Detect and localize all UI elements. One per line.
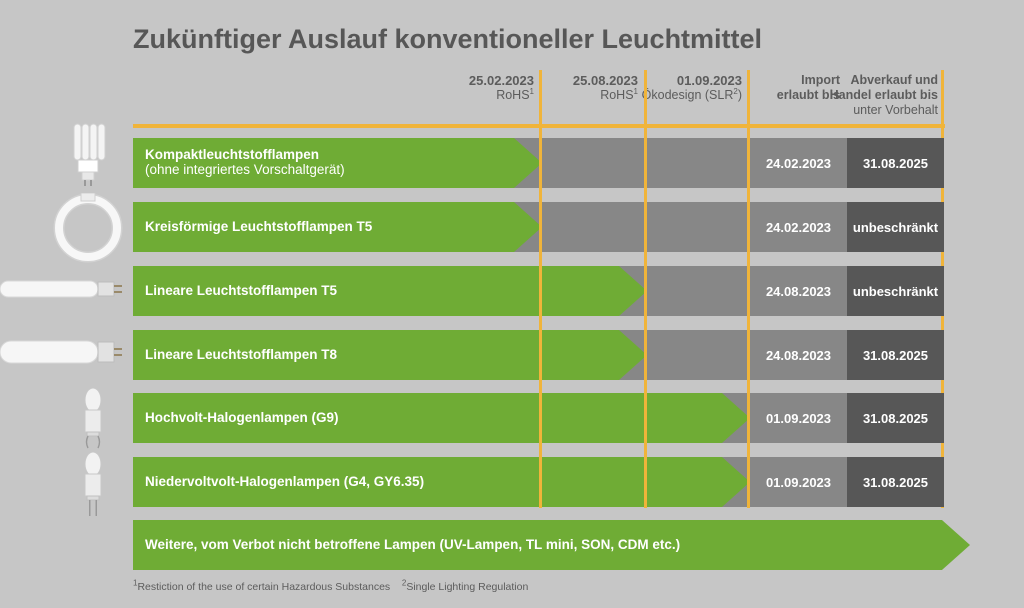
column-header-ecodesign: 01.09.2023 Ökodesign (SLR2) [632, 73, 742, 103]
milestone-label: RoHS [496, 88, 530, 102]
lamp-label: Lineare Leuchtstofflampen T8 [145, 347, 337, 362]
chart-title: Zukünftiger Auslauf konventioneller Leuc… [133, 24, 763, 54]
milestone-label: RoHS [600, 88, 634, 102]
milestone-date: 01.09.2023 [676, 73, 742, 88]
milestone-line [747, 70, 750, 508]
lamp-name: Lineare Leuchtstofflampen T5 [145, 283, 338, 298]
sale-date-cell: unbeschränkt [847, 266, 944, 316]
import-header-line: Import [801, 73, 840, 87]
linear-tube-t5-icon [0, 280, 124, 298]
sale-date-cell: 31.08.2025 [847, 457, 944, 507]
footnote-2: Single Lighting Regulation [406, 581, 529, 593]
compact-fluorescent-lamp-icon [66, 122, 110, 188]
lamp-label: Kompaktleuchtstofflampen (ohne integriert… [145, 147, 345, 177]
column-header-rohs-2: 25.08.2023 RoHS1 [528, 73, 638, 103]
unaffected-lamps-label: Weitere, vom Verbot nicht betroffene Lam… [145, 537, 681, 552]
milestone-line [539, 70, 542, 508]
footnote-number: 1 [133, 578, 138, 588]
lamp-bar: Niedervoltvolt-Halogenlampen (G4, GY6.35… [133, 457, 750, 507]
milestone-line [644, 70, 647, 508]
import-header-line: erlaubt bis [776, 88, 840, 102]
lamp-illustration [84, 451, 102, 516]
lamp-label: Kreisförmige Leuchtstofflampen T5 [145, 219, 372, 234]
milestone-date: 25.02.2023 [468, 73, 534, 88]
import-date-cell: 24.08.2023 [750, 330, 847, 380]
lamp-illustration [73, 123, 106, 186]
footnote-ref: 2 [733, 86, 738, 96]
circular-fluorescent-lamp-icon [53, 192, 123, 263]
lamp-name: Kreisförmige Leuchtstofflampen T5 [145, 219, 373, 234]
lamp-illustration [0, 340, 122, 364]
lamp-name: Kompaktleuchtstofflampen [145, 147, 320, 162]
lamp-label: Lineare Leuchtstofflampen T5 [145, 283, 337, 298]
lamp-bar: Kompaktleuchtstofflampen (ohne integriert… [133, 138, 542, 188]
milestone-date: 25.08.2023 [572, 73, 638, 88]
sale-date-cell: 31.08.2025 [847, 138, 944, 188]
footnotes: 1Restiction of the use of certain Hazard… [133, 578, 529, 593]
lamp-name: Niedervoltvolt-Halogenlampen (G4, GY6.35… [145, 474, 425, 489]
lamp-illustration [0, 280, 122, 298]
import-date-cell: 24.02.2023 [750, 138, 847, 188]
lamp-bar: Lineare Leuchtstofflampen T5 [133, 266, 647, 316]
g4-halogen-lamp-icon [78, 450, 108, 518]
sale-date-cell: 31.08.2025 [847, 330, 944, 380]
sale-date-cell: unbeschränkt [847, 202, 944, 252]
g9-halogen-lamp-icon [78, 386, 108, 454]
lamp-illustration [53, 192, 123, 263]
lamp-name: Hochvolt-Halogenlampen (G9) [145, 410, 339, 425]
sale-column-header: Abverkauf und Handel erlaubt bis unter V… [826, 73, 938, 118]
sale-header-line: Abverkauf und [850, 73, 938, 87]
footnote-ref: 1 [633, 86, 638, 96]
import-date-cell: 01.09.2023 [750, 393, 847, 443]
import-date-cell: 01.09.2023 [750, 457, 847, 507]
lamp-illustration [84, 387, 102, 449]
column-header-rohs-1: 25.02.2023 RoHS1 [424, 73, 534, 103]
lamp-bar: Lineare Leuchtstofflampen T8 [133, 330, 647, 380]
sale-header-note: unter Vorbehalt [853, 103, 938, 117]
milestone-label: Ökodesign (SLR [641, 88, 734, 102]
lamp-bar: Hochvolt-Halogenlampen (G9) [133, 393, 750, 443]
footnote-1: Restiction of the use of certain Hazardo… [137, 581, 391, 593]
lamp-label: Niedervoltvolt-Halogenlampen (G4, GY6.35… [145, 474, 424, 489]
lamp-name: Lineare Leuchtstofflampen T8 [145, 347, 338, 362]
sale-date-cell: 31.08.2025 [847, 393, 944, 443]
lamp-label: Hochvolt-Halogenlampen (G9) [145, 410, 339, 425]
footnote-number: 2 [401, 578, 407, 588]
linear-tube-t8-icon [0, 340, 124, 364]
sale-header-line: Handel erlaubt bis [829, 88, 938, 102]
milestone-label-suffix: ) [737, 88, 742, 102]
import-column-header: Import erlaubt bis [730, 73, 840, 103]
footnote-ref: 1 [529, 86, 534, 96]
lamp-sublabel: (ohne integriertes Vorschaltgerät) [145, 162, 345, 177]
unaffected-lamps-bar: Weitere, vom Verbot nicht betroffene Lam… [133, 520, 970, 570]
import-date-cell: 24.02.2023 [750, 202, 847, 252]
lamp-bar: Kreisförmige Leuchtstofflampen T5 [133, 202, 542, 252]
import-date-cell: 24.08.2023 [750, 266, 847, 316]
